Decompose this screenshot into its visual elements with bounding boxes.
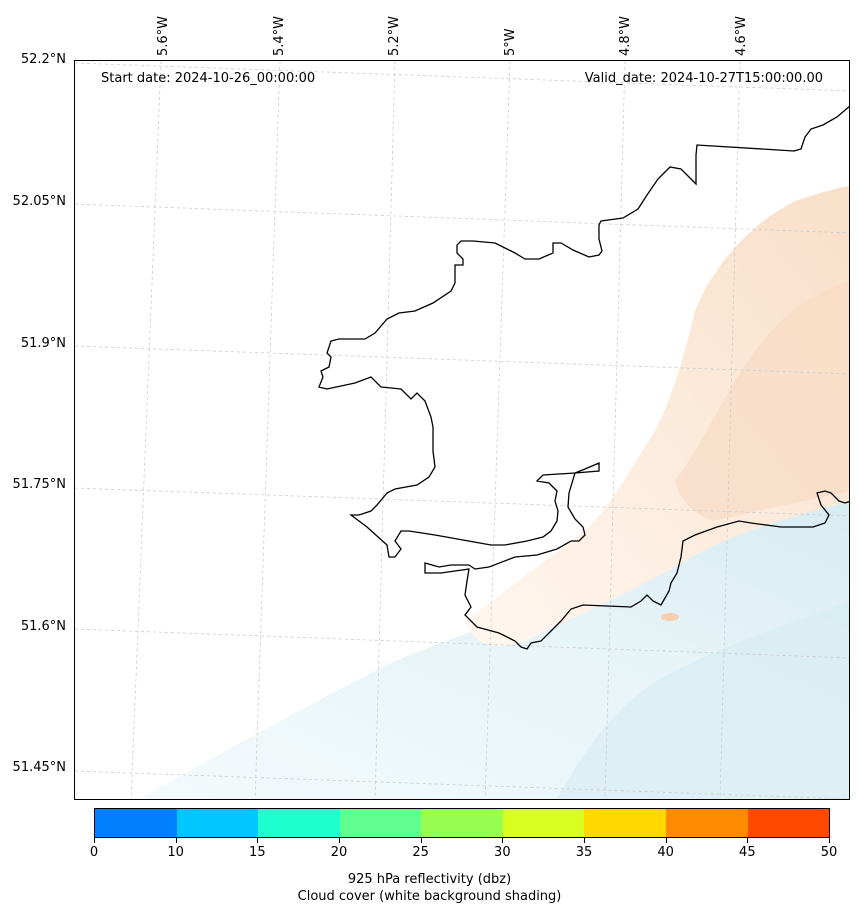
colorbar-tick-label-50: 50 bbox=[820, 845, 838, 860]
colorbar-tick-label-20: 20 bbox=[330, 845, 348, 860]
lat-label-51-75: 51.75°N bbox=[12, 477, 66, 492]
colorbar-caption: 925 hPa reflectivity (dbz) Cloud cover (… bbox=[0, 871, 859, 905]
colorbar-segment-6 bbox=[584, 809, 666, 837]
cloud-shading-cool-dark bbox=[556, 601, 849, 799]
colorbar-tick-label-30: 30 bbox=[494, 845, 511, 860]
colorbar-segment-0 bbox=[95, 809, 177, 837]
colorbar-segment-8 bbox=[747, 809, 830, 837]
lon-label-4-8: 4.8°W bbox=[618, 15, 633, 56]
cloud-shading-warm bbox=[465, 186, 849, 646]
colorbar-tick-15 bbox=[257, 838, 259, 843]
colorbar-tick-25 bbox=[420, 838, 422, 843]
colorbar-segment-3 bbox=[339, 809, 422, 837]
colorbar-tick-50 bbox=[829, 838, 830, 843]
coastline bbox=[318, 105, 849, 650]
colorbar-tick-30 bbox=[502, 838, 504, 843]
map-canvas bbox=[75, 61, 849, 799]
lon-label-5-6: 5.6°W bbox=[156, 15, 171, 56]
colorbar-tick-label-15: 15 bbox=[249, 845, 266, 860]
lon-label-5-4: 5.4°W bbox=[272, 15, 287, 56]
colorbar-tick-label-10: 10 bbox=[167, 845, 184, 860]
colorbar-tick-45 bbox=[747, 838, 749, 843]
colorbar-tick-20 bbox=[339, 838, 340, 843]
warm-patch bbox=[661, 613, 679, 621]
lat-label-52-2: 52.2°N bbox=[20, 52, 66, 67]
colorbar-tick-label-45: 45 bbox=[739, 845, 756, 860]
colorbar-caption-line2: Cloud cover (white background shading) bbox=[297, 889, 562, 904]
colorbar-tick-label-35: 35 bbox=[575, 845, 593, 860]
lat-label-52-05: 52.05°N bbox=[12, 194, 66, 209]
colorbar-tick-0 bbox=[94, 838, 95, 843]
start-date-label: Start date: 2024-10-26_00:00:00 bbox=[101, 71, 316, 86]
colorbar-segment-7 bbox=[665, 809, 748, 837]
lon-label-5-2: 5.2°W bbox=[387, 15, 402, 56]
colorbar-segment-1 bbox=[176, 809, 259, 837]
valid-date-label: Valid_date: 2024-10-27T15:00:00.00 bbox=[584, 71, 823, 86]
colorbar-caption-line1: 925 hPa reflectivity (dbz) bbox=[347, 872, 512, 887]
lon-label-4-6: 4.6°W bbox=[734, 15, 749, 56]
cloud-shading-warm-dark bbox=[675, 281, 849, 521]
lat-label-51-9: 51.9°N bbox=[20, 336, 66, 351]
lon-label-5-0: 5°W bbox=[503, 28, 518, 56]
colorbar-segment-5 bbox=[502, 809, 585, 837]
colorbar bbox=[94, 808, 830, 838]
colorbar-segment-4 bbox=[421, 809, 503, 837]
colorbar-tick-label-0: 0 bbox=[89, 845, 99, 860]
map-panel[interactable]: Start date: 2024-10-26_00:00:00 Valid_da… bbox=[74, 60, 850, 800]
colorbar-tick-label-40: 40 bbox=[657, 845, 674, 860]
colorbar-tick-35 bbox=[584, 838, 585, 843]
colorbar-tick-10 bbox=[175, 838, 177, 843]
lat-label-51-6: 51.6°N bbox=[20, 619, 66, 634]
colorbar-tick-40 bbox=[665, 838, 667, 843]
colorbar-tick-label-25: 25 bbox=[412, 845, 429, 860]
lat-label-51-45: 51.45°N bbox=[12, 760, 66, 775]
colorbar-segment-2 bbox=[258, 809, 340, 837]
